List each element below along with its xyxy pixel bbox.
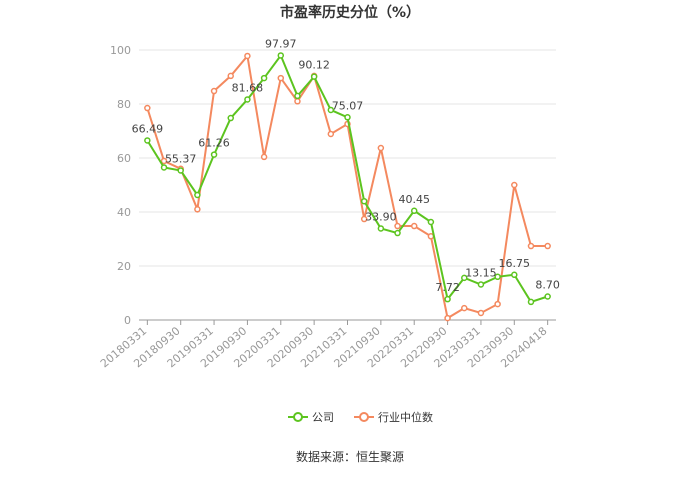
data-label: 40.45 — [398, 193, 430, 206]
point — [277, 52, 285, 59]
legend-marker — [359, 412, 369, 422]
point — [394, 222, 401, 230]
point — [160, 164, 168, 171]
data-label: 16.75 — [499, 257, 531, 270]
point — [527, 298, 535, 306]
point — [177, 167, 184, 174]
point — [377, 144, 385, 152]
series-line — [146, 53, 548, 304]
point — [360, 197, 368, 205]
point — [410, 207, 418, 215]
point — [294, 98, 301, 105]
point — [227, 72, 234, 80]
point — [394, 229, 401, 237]
point — [210, 87, 218, 95]
data-label: 33.90 — [365, 210, 397, 223]
point — [260, 74, 268, 82]
legend-label: 行业中位数 — [378, 410, 433, 424]
y-tick-label: 20 — [117, 260, 131, 273]
data-label: 90.12 — [298, 59, 330, 72]
point — [194, 191, 201, 199]
point — [477, 281, 485, 288]
point — [260, 153, 268, 161]
data-label: 13.15 — [465, 266, 497, 279]
point — [427, 218, 435, 226]
point — [144, 104, 151, 112]
data-label: 81.68 — [232, 81, 264, 94]
y-tick-label: 0 — [124, 314, 131, 327]
point — [461, 304, 468, 312]
legend-marker — [293, 412, 303, 422]
data-label: 8.70 — [535, 279, 560, 292]
point — [194, 206, 201, 213]
point — [360, 215, 368, 223]
data-label: 7.72 — [435, 281, 460, 294]
data-label: 75.07 — [332, 99, 364, 112]
point — [511, 271, 518, 279]
point — [511, 181, 518, 189]
point — [544, 242, 551, 250]
point — [477, 309, 485, 317]
y-tick-label: 60 — [117, 152, 131, 165]
point — [344, 114, 351, 121]
point — [277, 74, 285, 82]
source: 数据来源：恒生聚源 — [296, 449, 404, 464]
point — [244, 96, 251, 103]
data-label: 61.26 — [198, 137, 230, 150]
chart-title: 市盈率历史分位（%） — [280, 4, 420, 21]
y-tick-label: 40 — [117, 206, 131, 219]
point — [310, 73, 318, 80]
legend-label: 公司 — [312, 411, 334, 424]
point — [444, 314, 451, 322]
data-label: 97.97 — [265, 37, 297, 50]
point — [527, 242, 535, 250]
point — [244, 52, 251, 60]
point — [494, 300, 501, 308]
point — [160, 157, 168, 165]
y-tick-label: 80 — [117, 98, 131, 111]
point — [494, 273, 501, 281]
point — [227, 114, 234, 122]
point — [377, 225, 385, 232]
point — [327, 106, 335, 114]
data-label: 55.37 — [165, 153, 197, 166]
point — [544, 293, 551, 300]
point — [444, 295, 451, 303]
point — [210, 151, 218, 158]
point — [294, 92, 301, 100]
point — [327, 130, 335, 138]
point — [461, 274, 468, 282]
data-label: 66.49 — [132, 122, 164, 135]
point — [410, 222, 418, 230]
y-tick-label: 100 — [110, 44, 131, 57]
point — [144, 137, 151, 144]
